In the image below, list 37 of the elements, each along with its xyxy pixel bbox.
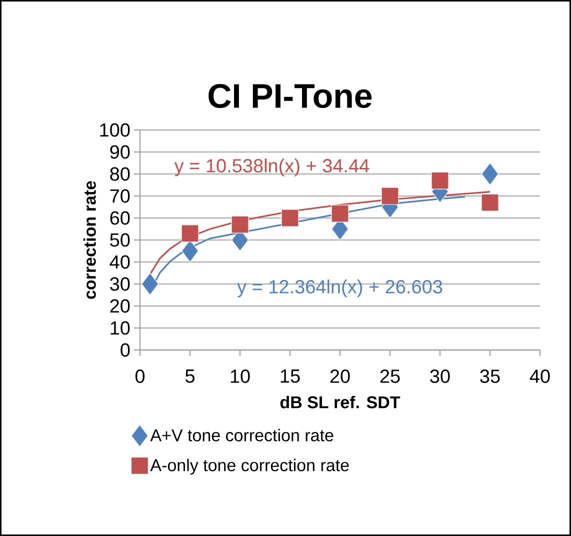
y-tick-label: 80 — [110, 167, 130, 181]
x-tick-label: 25 — [380, 370, 400, 383]
x-tick-label: 0 — [135, 370, 145, 383]
x-tick-label: 35 — [480, 370, 500, 383]
point — [331, 204, 349, 222]
point — [141, 272, 159, 296]
x-tick-label: 20 — [330, 370, 350, 383]
point — [431, 172, 449, 190]
point — [481, 162, 499, 186]
x-axis-title: dB SL ref. SDT — [280, 396, 400, 408]
y-tick-label: 50 — [110, 233, 130, 247]
x-tick-label: 15 — [280, 370, 300, 383]
legend-label: A-only tone correction rate — [150, 458, 349, 475]
legend-label: A+V tone correction rate — [150, 428, 334, 442]
x-tick-label: 30 — [430, 370, 450, 383]
y-tick-label: 60 — [110, 211, 130, 225]
point — [181, 224, 199, 242]
y-tick-label: 30 — [110, 277, 130, 291]
y-tick-label: 10 — [110, 321, 130, 335]
point — [181, 240, 199, 262]
y-tick-label: 90 — [110, 145, 130, 159]
x-tick-label: 5 — [185, 370, 194, 383]
annotation: y = 12.364ln(x) + 26.603 — [237, 280, 442, 298]
y-tick-label: 70 — [110, 189, 130, 203]
chart-title: CI PI-Tone — [208, 84, 372, 108]
y-tick-label: 100 — [100, 123, 130, 137]
x-tick-label: 10 — [230, 370, 250, 383]
y-tick-label: 0 — [120, 343, 130, 357]
y-tick-label: 40 — [110, 255, 130, 269]
point — [481, 194, 499, 212]
point — [381, 187, 399, 205]
x-tick-label: 40 — [530, 370, 550, 383]
y-tick-label: 20 — [110, 299, 130, 313]
point — [281, 209, 299, 227]
annotation: y = 10.538ln(x) + 34.44 — [174, 158, 370, 176]
y-axis-title: correction rate — [83, 181, 96, 299]
point — [231, 216, 249, 234]
